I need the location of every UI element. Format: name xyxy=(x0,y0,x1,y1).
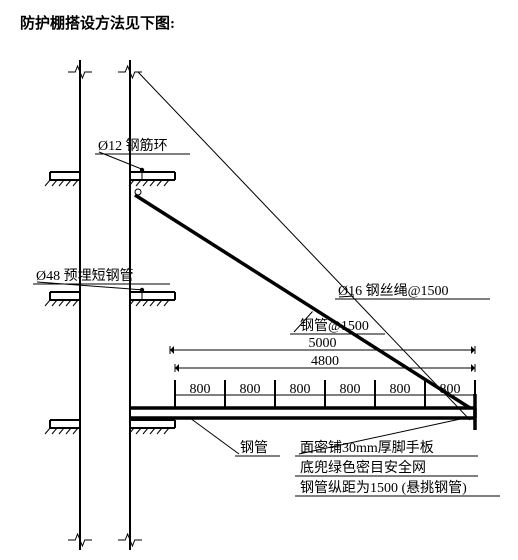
svg-text:Ø48 预埋短钢管: Ø48 预埋短钢管 xyxy=(36,268,134,284)
page-title: 防护棚搭设方法见下图: xyxy=(20,14,175,32)
slab-1 xyxy=(45,292,175,306)
svg-text:800: 800 xyxy=(240,382,261,397)
svg-text:5000: 5000 xyxy=(309,336,337,351)
d12_ring xyxy=(95,152,190,170)
svg-text:Ø16 钢丝绳@1500: Ø16 钢丝绳@1500 xyxy=(338,283,449,299)
svg-text:4800: 4800 xyxy=(311,354,339,369)
svg-text:钢管@1500: 钢管@1500 xyxy=(300,318,369,334)
svg-text:800: 800 xyxy=(440,382,461,397)
svg-text:Ø12 钢筋环: Ø12 钢筋环 xyxy=(98,137,168,154)
svg-text:800: 800 xyxy=(190,382,211,397)
svg-text:800: 800 xyxy=(290,382,311,397)
svg-text:钢管: 钢管 xyxy=(240,440,268,456)
svg-text:800: 800 xyxy=(340,382,361,397)
svg-text:800: 800 xyxy=(390,382,411,397)
slab-2 xyxy=(45,420,175,434)
svg-text:面密铺30mm厚脚手板: 面密铺30mm厚脚手板 xyxy=(300,439,434,456)
slab-0 xyxy=(45,172,175,186)
svg-text:钢管纵距为1500 (悬挑钢管): 钢管纵距为1500 (悬挑钢管) xyxy=(300,480,467,496)
svg-text:底兜绿色密目安全网: 底兜绿色密目安全网 xyxy=(300,459,426,476)
